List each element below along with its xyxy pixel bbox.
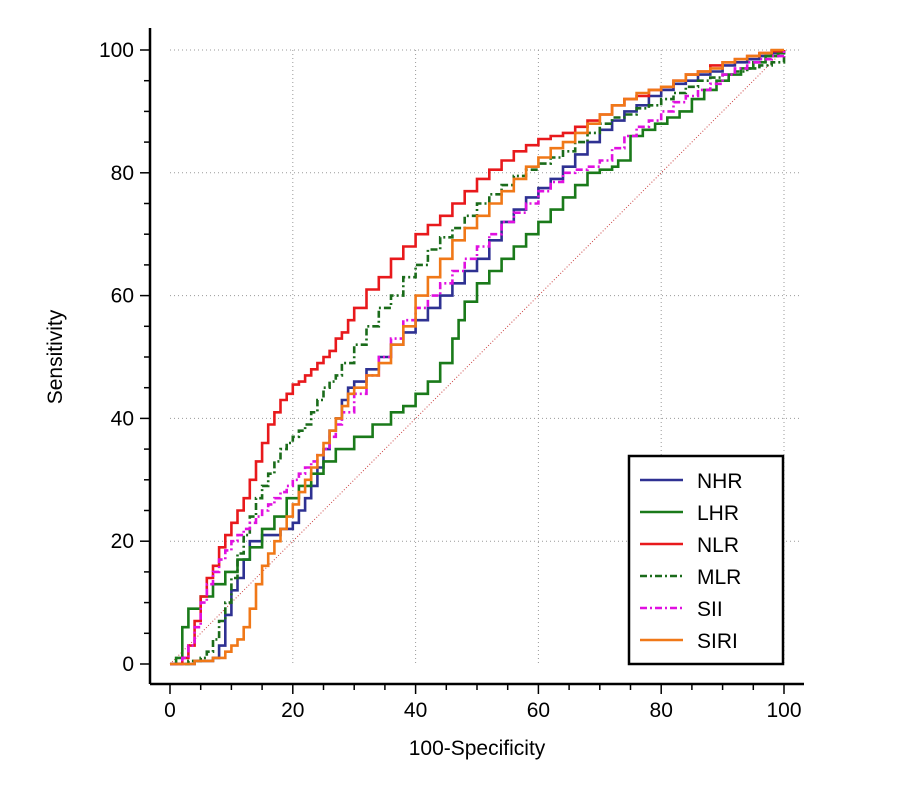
legend: NHR LHR NLR MLR SII SIRI bbox=[627, 454, 785, 666]
x-tick-label: 0 bbox=[164, 699, 176, 722]
legend-label-sii: SII bbox=[697, 598, 723, 621]
legend-label-lhr: LHR bbox=[697, 502, 739, 525]
legend-label-nhr: NHR bbox=[697, 470, 743, 493]
grid bbox=[170, 49, 802, 664]
tick-labels: 0 20 40 60 80 100 0 20 40 60 80 100 bbox=[99, 39, 802, 722]
x-axis-title: 100-Specificity bbox=[409, 737, 546, 760]
y-tick-label: 0 bbox=[122, 653, 134, 676]
y-tick-label: 100 bbox=[99, 39, 134, 62]
series-line-siri bbox=[170, 48, 784, 666]
legend-box bbox=[627, 454, 785, 666]
legend-label-mlr: MLR bbox=[697, 566, 741, 589]
y-tick-label: 80 bbox=[111, 162, 134, 185]
x-tick-label: 20 bbox=[281, 699, 304, 722]
reference-line bbox=[169, 49, 785, 665]
y-tick-label: 40 bbox=[111, 407, 134, 430]
y-tick-label: 60 bbox=[111, 285, 134, 308]
x-tick-label: 40 bbox=[404, 699, 427, 722]
diagonal-reference-line bbox=[169, 49, 785, 665]
series-lines bbox=[170, 48, 786, 666]
y-axis-title: Sensitivity bbox=[44, 309, 67, 404]
series-line-mlr bbox=[170, 50, 786, 666]
y-tick-label: 20 bbox=[111, 530, 134, 553]
legend-label-nlr: NLR bbox=[697, 534, 739, 557]
x-tick-label: 80 bbox=[650, 699, 673, 722]
axes bbox=[140, 28, 804, 694]
series-line-lhr bbox=[170, 50, 786, 666]
x-tick-label: 60 bbox=[527, 699, 550, 722]
legend-label-siri: SIRI bbox=[697, 630, 738, 653]
x-tick-label: 100 bbox=[766, 699, 801, 722]
